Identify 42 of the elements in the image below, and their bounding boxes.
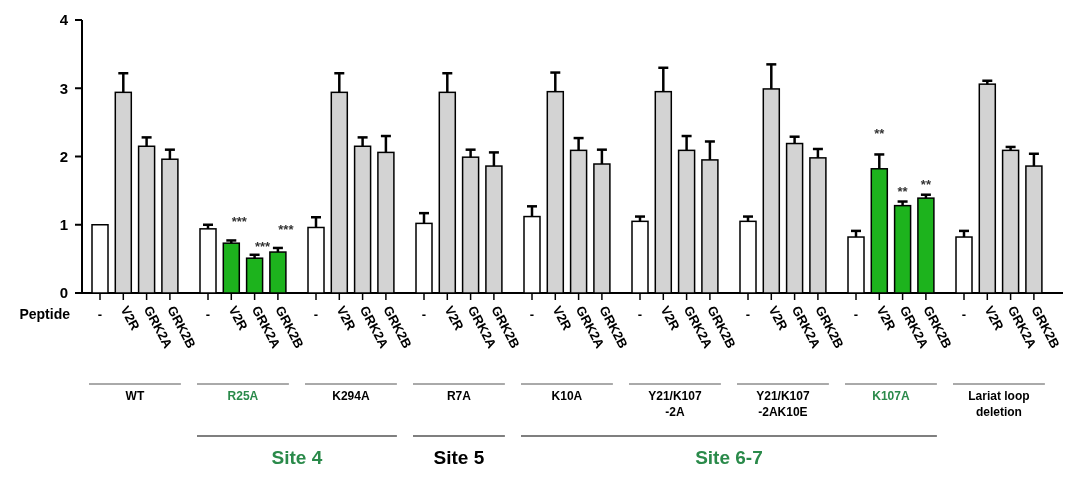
text: K10A xyxy=(551,389,583,403)
text: R25A xyxy=(227,389,259,403)
y-tick-label: 1 xyxy=(59,216,68,233)
x-tick-label: - xyxy=(853,307,859,322)
annotation: ** xyxy=(874,126,886,142)
x-tick-label: - xyxy=(745,307,751,322)
annotation: ** xyxy=(897,183,909,199)
x-tick-label: - xyxy=(637,307,643,322)
annotation: ** xyxy=(920,176,932,192)
x-axis-title: Peptide xyxy=(19,306,71,322)
x-tick-label: - xyxy=(529,307,535,322)
x-tick-label: - xyxy=(421,307,427,322)
annotation: *** xyxy=(278,221,295,237)
x-tick-label: V2R xyxy=(333,303,360,334)
x-tick-label: V2R xyxy=(873,303,900,334)
x-tick-label: V2R xyxy=(765,303,792,334)
y-tick-label: 2 xyxy=(59,147,68,165)
annotation: *** xyxy=(255,238,272,254)
text: Site 5 xyxy=(433,447,485,468)
text: R7A xyxy=(446,389,472,403)
text: Y21/K107 -2AK10E xyxy=(756,389,810,419)
x-tick-label: V2R xyxy=(981,303,1008,334)
x-tick-label: - xyxy=(97,307,103,322)
text: WT xyxy=(125,389,145,403)
x-tick-label: V2R xyxy=(117,303,144,334)
text: Site 4 xyxy=(271,447,323,468)
y-tick-label: 3 xyxy=(59,79,68,97)
y-tick-label: 0 xyxy=(59,284,68,302)
x-tick-label: - xyxy=(961,307,967,322)
x-tick-label: V2R xyxy=(657,303,684,334)
text: Site 6-7 xyxy=(695,447,763,468)
y-tick-label: 4 xyxy=(59,11,69,29)
text: Y21/K107 -2A xyxy=(648,389,702,419)
x-tick-label: - xyxy=(205,307,211,322)
text: K294A xyxy=(332,389,370,403)
x-tick-label: V2R xyxy=(225,303,252,334)
x-tick-label: V2R xyxy=(441,303,468,334)
x-tick-label: - xyxy=(313,307,319,322)
text: Lariat loop deletion xyxy=(968,389,1030,419)
x-tick-label: V2R xyxy=(549,303,576,334)
text: K107A xyxy=(872,389,910,403)
annotation: *** xyxy=(231,214,248,230)
